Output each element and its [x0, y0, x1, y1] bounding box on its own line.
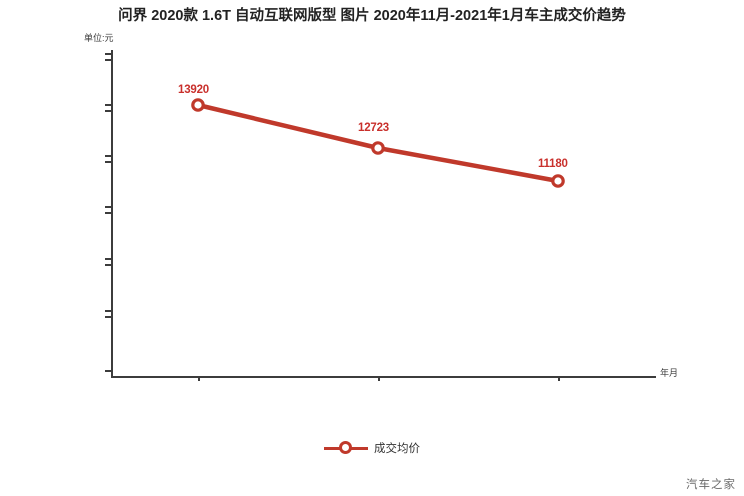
data-point-label: 12723 — [358, 122, 389, 134]
y-axis-tick — [105, 53, 112, 55]
data-point-label: 11180 — [538, 158, 568, 170]
x-axis-line — [111, 376, 656, 378]
y-axis-tick — [105, 258, 112, 260]
legend-marker-icon — [324, 441, 368, 455]
data-point-label: 13920 — [178, 84, 209, 96]
data-point-marker — [371, 141, 385, 155]
y-axis-tick — [105, 264, 112, 266]
y-axis-line — [111, 50, 113, 377]
y-axis-tick — [105, 206, 112, 208]
chart-legend: 成交均价 — [0, 440, 744, 456]
y-axis-tick — [105, 161, 112, 163]
chart-title: 问界 2020款 1.6T 自动互联网版型 图片 2020年11月-2021年1… — [118, 8, 626, 24]
x-axis-tick — [558, 376, 560, 381]
watermark-autohome: 汽车之家 — [686, 479, 736, 491]
legend-item-label: 成交均价 — [374, 443, 420, 455]
y-axis-unit-label: 单位:元 — [84, 33, 114, 43]
y-axis-tick — [105, 104, 112, 106]
y-axis-tick — [105, 212, 112, 214]
y-axis-tick — [105, 310, 112, 312]
data-point-marker — [191, 98, 205, 112]
y-axis-tick — [105, 370, 112, 372]
y-axis-tick — [105, 110, 112, 112]
x-axis-tick — [378, 376, 380, 381]
x-axis-tick — [198, 376, 200, 381]
y-axis-tick — [105, 59, 112, 61]
data-point-marker — [551, 174, 565, 188]
x-axis-unit-label: 年月 — [660, 368, 679, 378]
y-axis-tick — [105, 155, 112, 157]
y-axis-tick — [105, 316, 112, 318]
series-polyline — [195, 102, 561, 184]
